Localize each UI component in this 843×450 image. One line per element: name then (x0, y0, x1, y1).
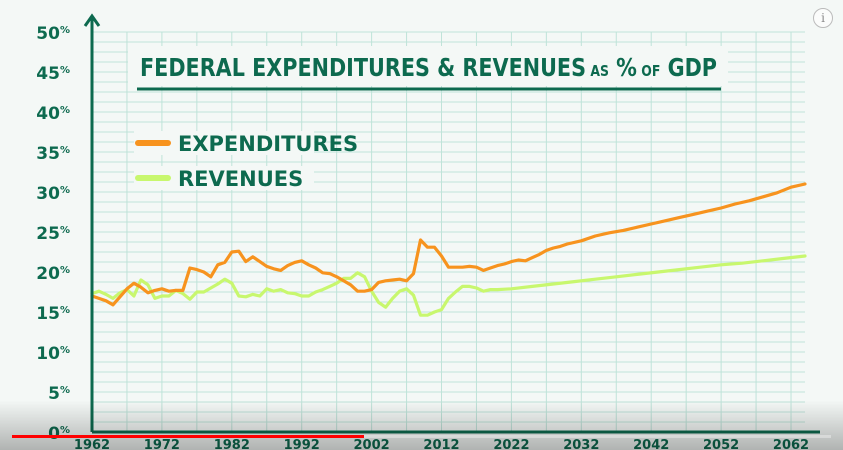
legend-label-expenditures: EXPENDITURES (178, 132, 358, 156)
y-tick-labels: 0% 5% 10% 15% 20% 25% 30% 35% 40% 45% 50% (36, 24, 70, 444)
y-tick-label: 0% (48, 424, 70, 444)
axes (83, 13, 820, 434)
x-tick-label: 2062 (773, 438, 809, 450)
x-tick-label: 2032 (563, 438, 599, 450)
y-tick-label: 15% (36, 304, 70, 324)
y-tick-label: 40% (36, 104, 70, 124)
x-tick-label: 2012 (423, 438, 459, 450)
y-tick-label: 45% (36, 64, 70, 84)
series-lines (90, 182, 807, 317)
y-axis-arrow (83, 13, 101, 27)
y-tick-label: 10% (36, 344, 70, 364)
x-tick-labels: 1962 1972 1982 1992 2002 2012 2022 2032 2042 2052… (74, 438, 809, 450)
x-tick-label: 2042 (633, 438, 669, 450)
legend: EXPENDITURES REVENUES (134, 131, 358, 191)
chart-title-text: FEDERAL EXPENDITURES & REVENUES AS % OF … (140, 53, 717, 82)
legend-label-revenues: REVENUES (178, 167, 303, 191)
info-glyph: i (821, 11, 825, 25)
y-tick-label: 35% (36, 144, 70, 164)
x-tick-label: 1992 (284, 438, 320, 450)
y-tick-label: 5% (48, 384, 70, 404)
video-progress-bar[interactable] (12, 435, 831, 438)
x-tick-label: 2022 (493, 438, 529, 450)
y-tick-label: 30% (36, 184, 70, 204)
y-tick-label: 25% (36, 224, 70, 244)
x-tick-label: 1972 (144, 438, 180, 450)
x-tick-label: 2052 (703, 438, 739, 450)
x-tick-label: 2002 (354, 438, 390, 450)
y-tick-label: 50% (36, 24, 70, 44)
video-progress-fill (12, 435, 365, 438)
chart-title: FEDERAL EXPENDITURES & REVENUES AS % OF … (128, 46, 728, 91)
title-background (128, 46, 728, 86)
info-icon[interactable]: i (813, 8, 833, 28)
grid (91, 31, 805, 433)
x-tick-label: 1982 (214, 438, 250, 450)
y-tick-label: 20% (36, 264, 70, 284)
x-tick-label: 1962 (74, 438, 110, 450)
series-line-expenditures (90, 182, 807, 307)
